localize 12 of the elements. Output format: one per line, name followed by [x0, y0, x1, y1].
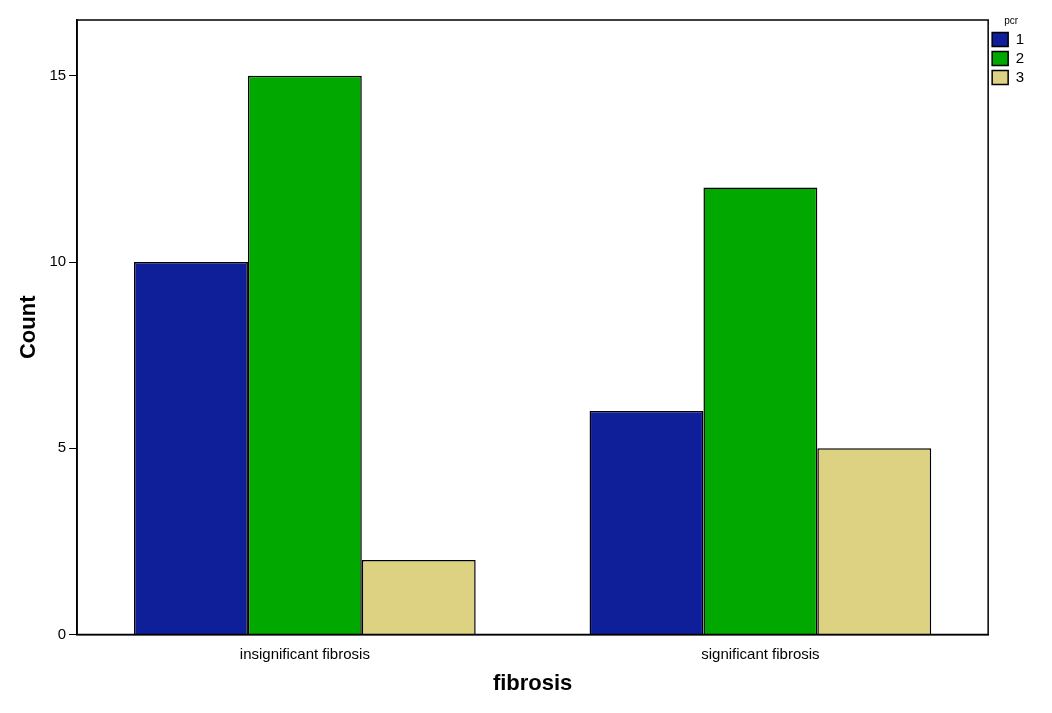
y-axis-title: Count — [15, 294, 41, 360]
x-tick-label: significant fibrosis — [701, 644, 820, 662]
y-tick-label: 5 — [57, 438, 67, 456]
x-tick-label: insignificant fibrosis — [239, 644, 370, 662]
y-tick-label: 10 — [49, 252, 67, 270]
legend-label: 3 — [1015, 67, 1024, 85]
legend-title: pcr — [1004, 14, 1019, 26]
y-tick-label: 15 — [49, 66, 67, 84]
legend-label: 2 — [1015, 48, 1024, 66]
x-axis-title: fibrosis — [492, 669, 573, 695]
legend-label: 1 — [1015, 29, 1024, 47]
y-tick-label: 0 — [57, 624, 67, 642]
